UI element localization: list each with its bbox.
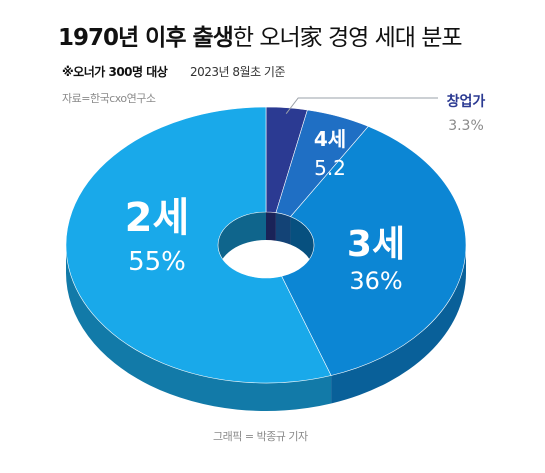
slice-side-3 xyxy=(66,245,332,411)
slice-value-label-0: 3.3% xyxy=(448,118,484,134)
chart-title-bold: 1970년 이후 출생 xyxy=(58,25,234,51)
slice-3 xyxy=(65,106,332,384)
slice-name-label-3: 2세 xyxy=(125,195,190,241)
chart-title: 1970년 이후 출생한 오너家 경영 세대 분포 xyxy=(58,18,463,52)
slice-name-label-0: 창업가 xyxy=(447,93,486,110)
slice-side-2 xyxy=(331,245,466,404)
slice-value-label-3: 55% xyxy=(128,247,186,277)
slice-inner-wall-3-0 xyxy=(218,212,266,273)
chart-note: ※오너가 300명 대상 xyxy=(62,65,168,79)
slice-value-label-1: 5.2 xyxy=(314,156,346,180)
slice-name-label-1: 4세 xyxy=(314,127,346,151)
slice-inner-wall-0-0 xyxy=(266,212,276,241)
slice-2 xyxy=(281,126,467,376)
donut-sides xyxy=(66,212,466,411)
slice-inner-wall-1-0 xyxy=(275,212,291,245)
slice-value-label-2: 36% xyxy=(349,267,402,295)
chart-source: 자료=한국cxo연구소 xyxy=(62,92,156,105)
graphic-credit: 그래픽 = 박종규 기자 xyxy=(213,430,308,443)
slice-inner-wall-2-0 xyxy=(290,216,314,273)
slice-name-label-2: 3세 xyxy=(347,224,405,265)
chart-date: 2023년 8월초 기준 xyxy=(190,65,286,79)
leader-line xyxy=(285,97,438,115)
chart-title-rest: 한 오너家 경영 세대 분포 xyxy=(232,25,463,51)
donut-tops xyxy=(65,106,467,384)
